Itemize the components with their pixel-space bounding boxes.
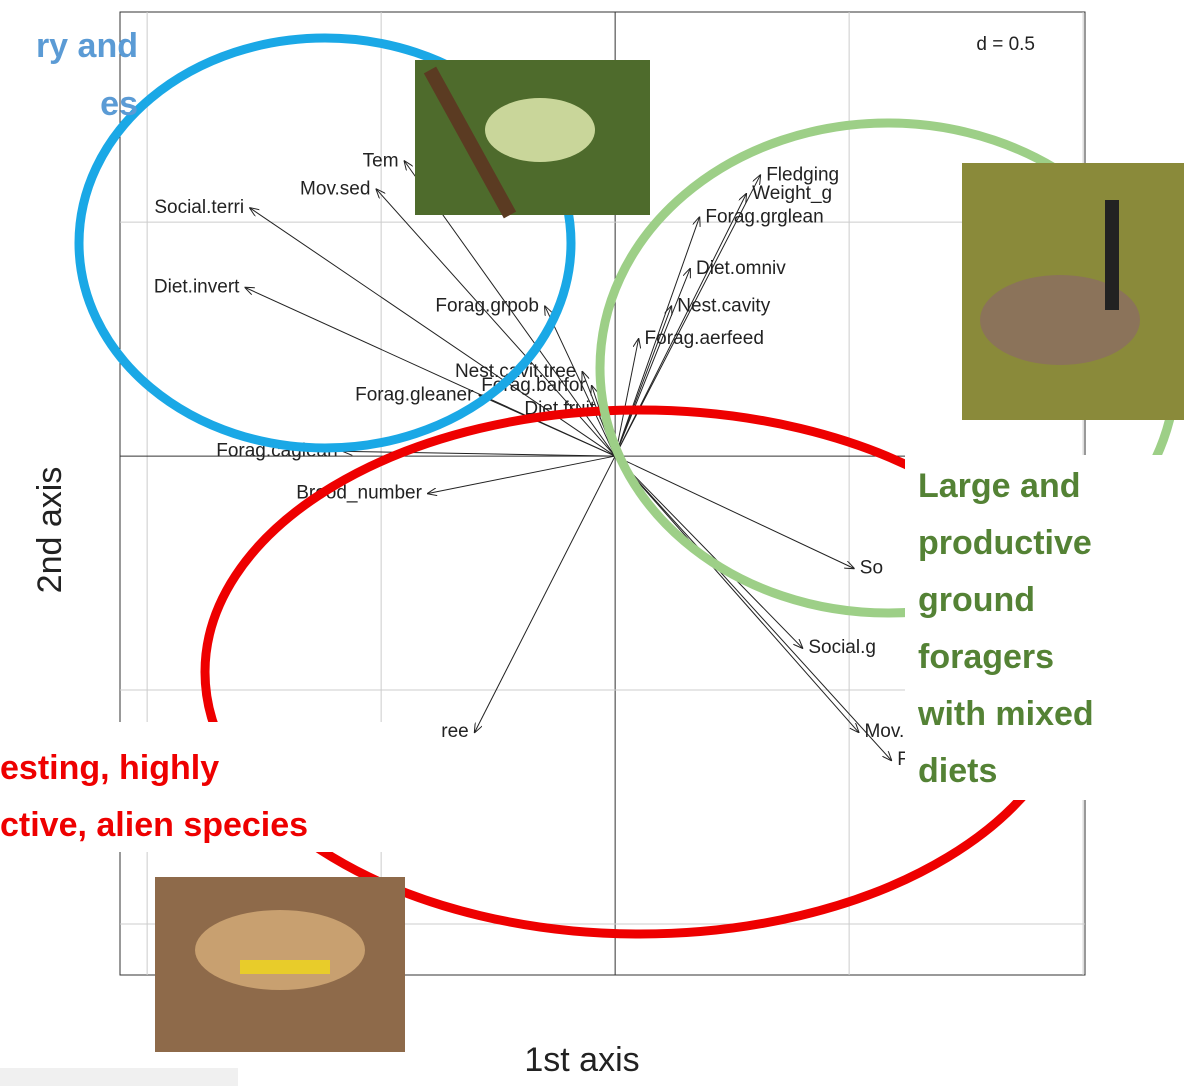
blue-annotation: ry and [36,27,138,65]
arrow-label: Nest.cavity [677,295,770,316]
warbler-photo [415,60,650,219]
green-annotation: ground [918,581,1035,619]
arrow-label: Mov.sed [300,178,370,199]
arrow [479,395,616,457]
arrow-label: Tem [363,150,399,171]
arrow [614,339,638,457]
arrow-label: Diet.omniv [696,258,786,279]
arrow-label: So [860,557,883,578]
goldfinch-photo [155,877,405,1052]
arrow-label: Forag.grpob [435,295,539,316]
arrow-label: Forag.aerfeed [645,328,764,349]
arrow [428,455,616,493]
red-annotation: esting, highly [0,749,219,787]
arrow [344,451,616,457]
y-axis-label: 2nd axis [31,467,69,594]
arrow [545,306,616,457]
arrow [614,217,699,457]
annotations: 1st axis 2nd axis ry and es esting, highly ct… [0,27,1094,1079]
arrow-label: Fledging [766,164,839,185]
blue-annotation: es [100,85,138,123]
arrow-label: ree [441,721,468,742]
green-annotation: Large and [918,467,1080,505]
arrow-label: Weight_g [752,183,832,204]
green-annotation: productive [918,524,1092,562]
red-text-box [0,722,430,852]
arrow-label: Social.terri [154,197,244,218]
arrow-label: Social.g [808,637,876,658]
footer-box [0,1068,238,1086]
overlay [0,33,1184,1086]
blue-ellipse [74,33,576,453]
arrow-label: Forag.gleaner [355,384,474,405]
arrow [475,455,616,732]
arrow [614,455,802,648]
arrow [614,455,858,732]
goose-photo [962,163,1184,420]
x-axis-label: 1st axis [524,1041,639,1079]
green-text-box [905,455,1184,800]
green-annotation: foragers [918,638,1054,676]
arrow [614,269,690,457]
arrow [614,306,671,457]
green-annotation: with mixed [917,695,1094,733]
arrow-label: Forag.grglean [705,206,823,227]
arrow [614,455,854,568]
arrow [614,455,891,760]
scale-label: d = 0.5 [976,34,1035,55]
green-annotation: diets [918,752,997,790]
arrow-label: Diet.invert [154,277,240,298]
red-annotation: ctive, alien species [0,806,308,844]
